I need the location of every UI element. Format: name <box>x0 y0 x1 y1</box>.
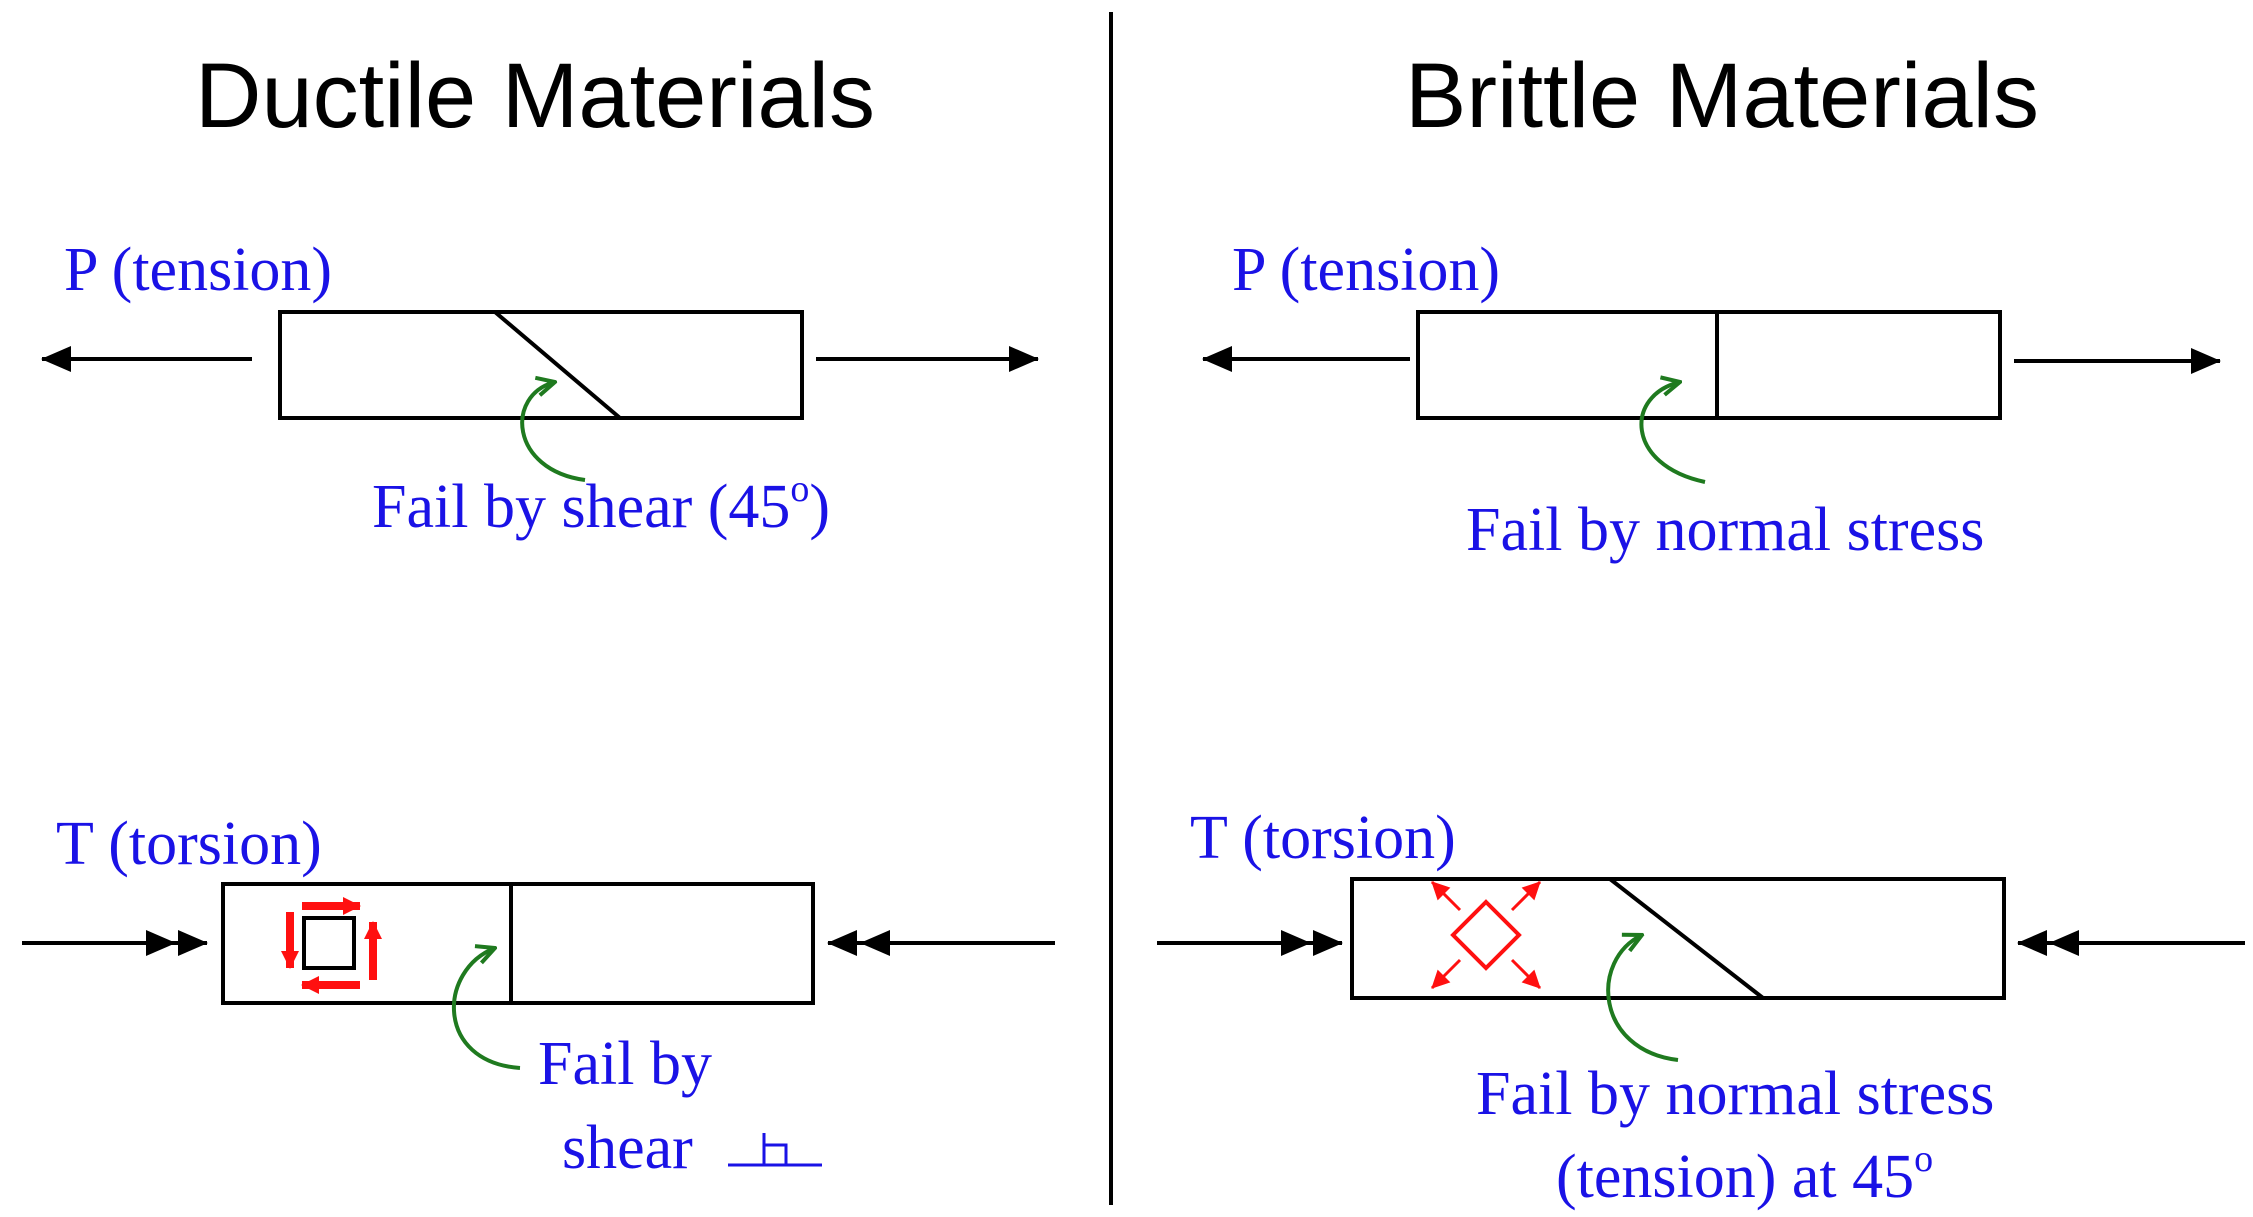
ductile-torsion-bar <box>221 882 815 1005</box>
tension-arrow-se <box>1510 958 1542 990</box>
ductile-tension-fail-sup: o <box>790 468 809 510</box>
shear-stress-element <box>281 897 382 994</box>
ductile-tension-pointer <box>520 382 586 482</box>
ductile-torsion-group: T (torsion) Fail by shear <box>22 810 1055 1182</box>
brittle-torsion-fail-line1: Fail by normal stress <box>1476 1060 1994 1128</box>
ductile-torsion-pointer <box>452 948 521 1070</box>
ductile-torsion-fail-line2: shear <box>562 1114 693 1182</box>
stress-element-diamond <box>1450 899 1522 971</box>
ductile-torsion-fail-line1: Fail by <box>538 1030 712 1098</box>
ductile-tension-group: P (tension) Fail by shear (45o) <box>41 236 1039 541</box>
brittle-tension-fail-text: Fail by normal stress <box>1466 496 1984 564</box>
ductile-torsion-label: T (torsion) <box>56 810 322 878</box>
brittle-tension-bar <box>1416 310 2002 420</box>
brittle-tension-group: P (tension) Fail by normal stress <box>1202 236 2221 564</box>
tension-arrow-nw <box>1430 880 1462 912</box>
brittle-tension-label: P (tension) <box>1232 236 1500 304</box>
ductile-tension-label: P (tension) <box>64 236 332 304</box>
tension-arrow-sw <box>1430 958 1462 990</box>
tension-arrow-ne <box>1510 880 1542 912</box>
ductile-title: Ductile Materials <box>195 45 875 147</box>
brittle-torsion-crack <box>1608 877 1765 1000</box>
ductile-tension-fail-main: Fail by shear (45 <box>372 473 790 541</box>
brittle-torsion-bar <box>1350 877 2006 1000</box>
stress-element-square <box>302 916 356 970</box>
ductile-tension-bar <box>278 310 804 420</box>
brittle-torsion-fail-main: (tension) at 45 <box>1556 1143 1914 1211</box>
brittle-torsion-label: T (torsion) <box>1190 804 1456 872</box>
brittle-torsion-fail-sup: o <box>1914 1138 1933 1180</box>
shear-plane-symbol <box>728 1133 822 1167</box>
ductile-tension-fail-end: ) <box>809 473 830 541</box>
shear-symbol-box <box>764 1143 788 1165</box>
brittle-tension-pointer <box>1639 382 1706 484</box>
brittle-torsion-pointer <box>1606 935 1679 1062</box>
brittle-torsion-fail-line2: (tension) at 45o <box>1556 1138 1933 1211</box>
normal-stress-element <box>1430 880 1542 990</box>
ductile-tension-fail-text: Fail by shear (45o) <box>372 468 830 541</box>
brittle-torsion-group: T (torsion) Fail by normal stress (tensi… <box>1157 804 2245 1211</box>
brittle-title: Brittle Materials <box>1405 45 2039 147</box>
ductile-shear-crack <box>493 310 622 420</box>
